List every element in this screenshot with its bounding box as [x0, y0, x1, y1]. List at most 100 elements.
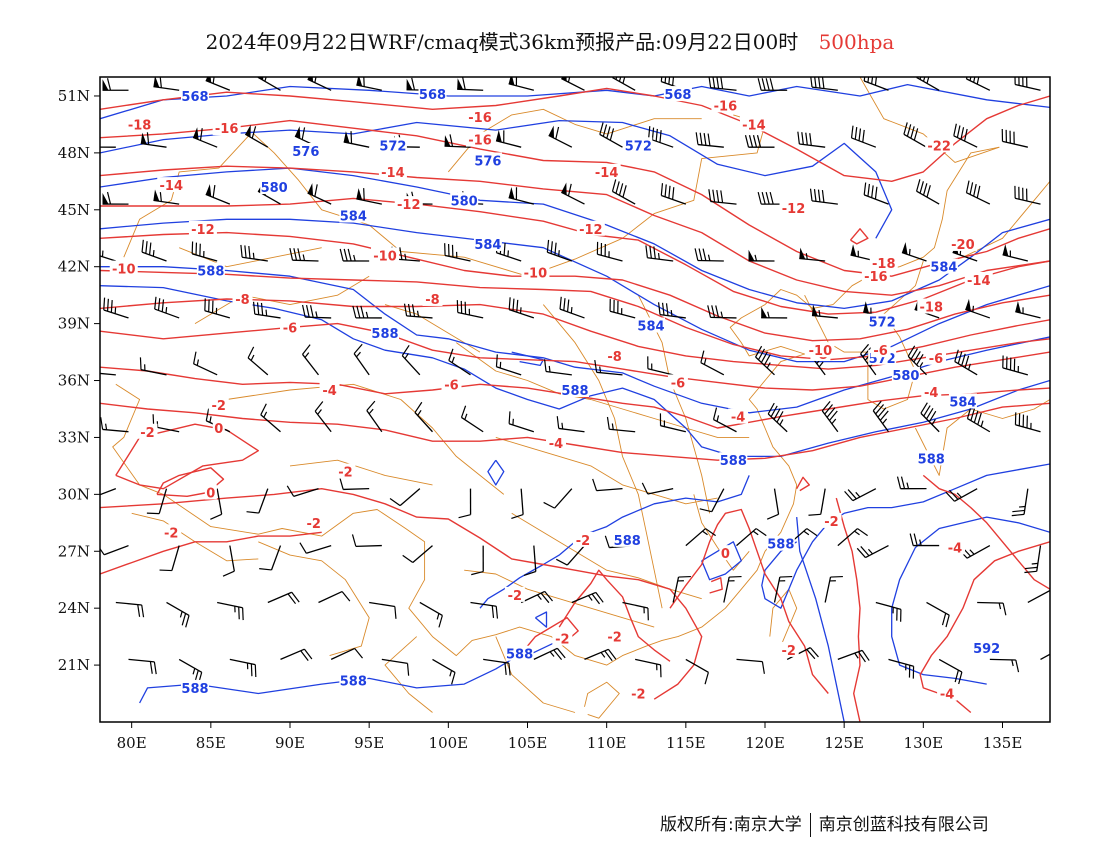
- contour-label: 576: [292, 145, 319, 160]
- wind-barb-feather: [712, 77, 716, 89]
- wind-barb-shaft: [713, 418, 737, 433]
- wind-barb-feather: [970, 408, 975, 421]
- wind-barb-feather: [915, 179, 921, 192]
- wind-barb-feather: [289, 247, 294, 261]
- wind-barb: [837, 649, 870, 663]
- wind-barb-shaft: [1015, 83, 1041, 91]
- contour-label: -2: [307, 517, 321, 532]
- wind-barb-feather: [872, 400, 882, 412]
- wind-barb-feather: [209, 416, 212, 423]
- wind-barb: [896, 476, 927, 490]
- wind-barb-shaft: [872, 410, 890, 433]
- wind-barb-feather: [1051, 590, 1059, 599]
- wind-barb-feather: [861, 650, 870, 661]
- wind-barb-feather: [700, 350, 705, 363]
- wind-barb-flag: [761, 306, 768, 318]
- wind-barb-feather: [969, 182, 974, 195]
- wind-barb: [240, 244, 268, 262]
- wind-barb: [159, 545, 180, 572]
- wind-barb-shaft: [863, 194, 889, 205]
- wind-barb-shaft: [254, 313, 281, 319]
- wind-barb-feather: [941, 613, 947, 626]
- wind-barb: [205, 77, 231, 91]
- wind-barb: [217, 601, 244, 621]
- wind-barb: [592, 478, 623, 492]
- wind-barb: [799, 247, 826, 262]
- wind-barb-feather: [844, 490, 854, 502]
- wind-barb-feather: [720, 190, 724, 203]
- wind-barb-shaft: [381, 658, 408, 665]
- contour-label-bg: [450, 192, 479, 208]
- wind-barb: [520, 590, 553, 604]
- wind-barb-flag: [965, 298, 971, 312]
- wind-barb-feather: [389, 497, 401, 507]
- wind-barb-feather: [831, 418, 837, 425]
- wind-barb-shaft: [444, 254, 471, 262]
- contour-label: -10: [112, 263, 136, 278]
- temperature-contour: [156, 467, 225, 497]
- wind-barb: [945, 488, 978, 502]
- wind-barb-flag: [799, 247, 806, 260]
- wind-barb-feather: [339, 477, 344, 490]
- height-contour: [100, 218, 1050, 363]
- wind-barb-shaft: [965, 308, 991, 319]
- wind-barb: [548, 125, 573, 148]
- wind-barb: [809, 188, 838, 205]
- wind-barb-feather: [973, 410, 979, 423]
- wind-barb: [926, 601, 950, 628]
- wind-barb: [561, 182, 585, 205]
- wind-barb-shaft: [1015, 311, 1041, 319]
- contour-label-bg: [378, 163, 407, 179]
- contour-label: -22: [927, 139, 951, 154]
- wind-barb: [920, 402, 940, 433]
- wind-barb: [511, 488, 524, 520]
- footer-separator: [809, 813, 811, 837]
- wind-barb-shaft: [140, 369, 167, 376]
- wind-barb-feather: [1015, 659, 1020, 673]
- wind-barb-shaft: [647, 368, 674, 376]
- wind-barb-feather: [301, 127, 306, 140]
- wind-barb-feather: [293, 248, 298, 261]
- wind-barb: [543, 359, 572, 376]
- wind-barb-feather: [702, 248, 707, 261]
- wind-barb-shaft: [508, 309, 535, 319]
- wind-barb-feather: [818, 77, 821, 89]
- wind-barb: [267, 591, 300, 605]
- wind-barb: [766, 488, 780, 520]
- contour-label-bg: [972, 640, 1001, 656]
- wind-barb-shaft: [966, 192, 991, 205]
- wind-barb-feather: [909, 533, 914, 546]
- wind-barb-feather: [657, 302, 661, 315]
- wind-barb-shaft: [755, 356, 775, 376]
- contour-label: 568: [181, 90, 208, 105]
- wind-barb-shaft: [566, 545, 585, 566]
- contour-label: 0: [721, 547, 730, 562]
- wind-barb-feather: [558, 250, 560, 257]
- wind-barb-feather: [341, 591, 351, 602]
- wind-barb: [708, 189, 737, 205]
- contour-label-bg: [204, 484, 217, 500]
- wind-barb-shaft: [128, 658, 155, 663]
- wind-barb-feather: [416, 310, 420, 317]
- wind-barb-shaft: [799, 143, 826, 148]
- contour-label: -14: [160, 179, 184, 194]
- wind-barb-shaft: [293, 488, 319, 497]
- contour-label-bg: [937, 685, 958, 701]
- wind-barb-shaft: [547, 251, 573, 262]
- boundary-line: [584, 681, 620, 719]
- wind-barb-shaft: [736, 528, 757, 547]
- wind-barb: [140, 132, 167, 148]
- wind-barb: [100, 146, 116, 148]
- wind-barb-feather: [139, 357, 142, 370]
- wind-barb-shaft: [888, 658, 914, 667]
- contour-label-bg: [552, 630, 573, 646]
- wind-barb: [837, 528, 868, 547]
- wind-barb-feather: [879, 410, 889, 421]
- wind-barb: [257, 77, 281, 91]
- wind-barb: [699, 488, 725, 513]
- wind-barb-shaft: [736, 658, 763, 663]
- wind-barb: [694, 248, 724, 262]
- wind-barb-flag: [1002, 244, 1009, 257]
- wind-barb-shaft: [103, 544, 129, 556]
- contour-label: 576: [474, 154, 501, 169]
